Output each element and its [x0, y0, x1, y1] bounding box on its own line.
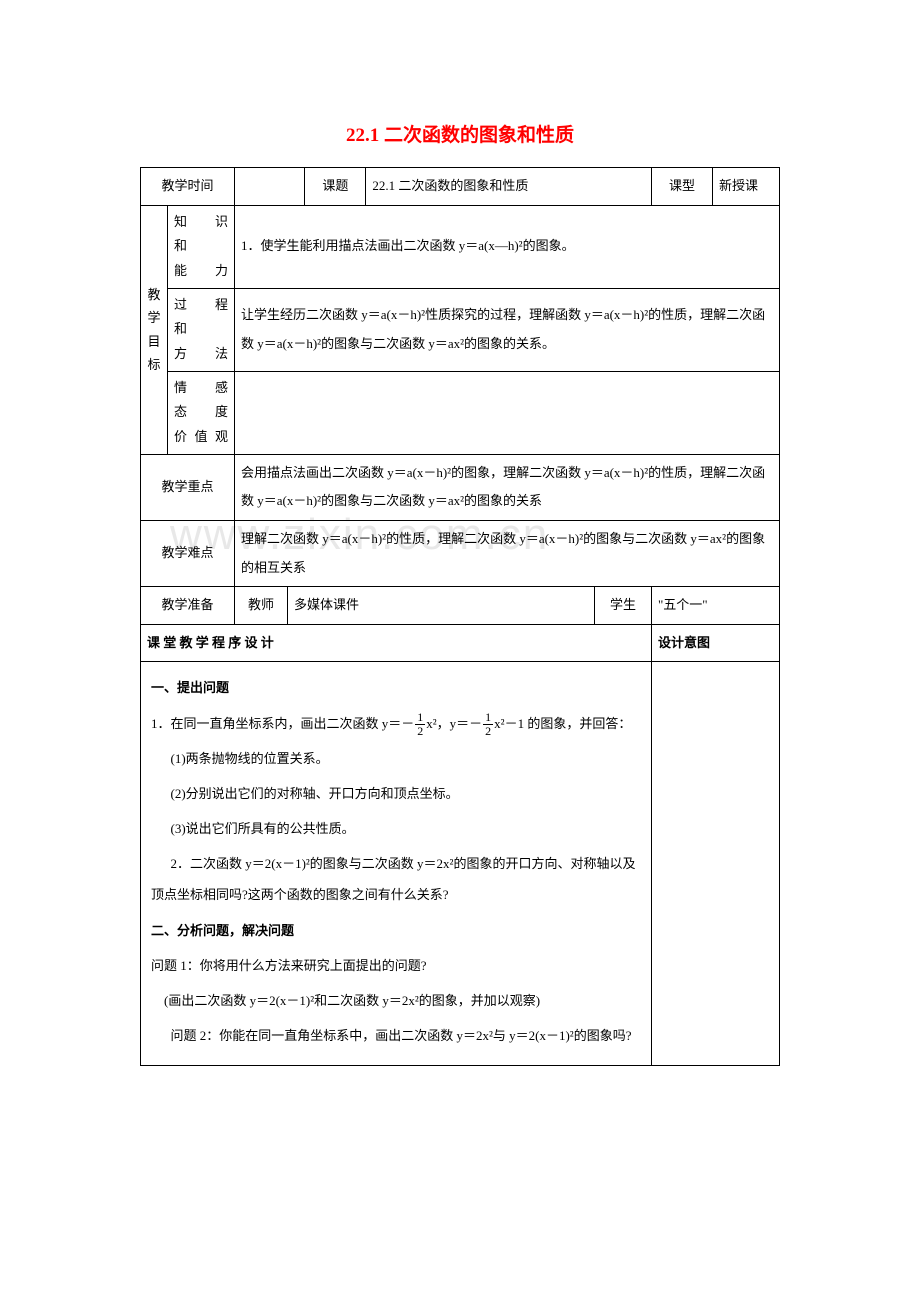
prep-student-value: "五个一" [651, 587, 779, 625]
body-p3: (2)分别说出它们的对称轴、开口方向和顶点坐标。 [151, 778, 641, 809]
table-row: 情 感态 度价值观 [141, 371, 780, 454]
body-p1b: x²，y＝－ [426, 716, 482, 731]
body-p4: (3)说出它们所具有的公共性质。 [151, 813, 641, 844]
table-row: 教学时间 课题 22.1 二次函数的图象和性质 课型 新授课 [141, 168, 780, 206]
fraction-icon: 12 [483, 711, 493, 738]
teach-time-value [235, 168, 305, 206]
prep-teacher-value: 多媒体课件 [288, 587, 595, 625]
body-h2: 二、分析问题，解决问题 [151, 915, 641, 946]
key-label: 教学重点 [141, 454, 235, 520]
table-row: 一、提出问题 1．在同一直角坐标系内，画出二次函数 y＝－12x²，y＝－12x… [141, 662, 780, 1066]
design-intent-body [652, 662, 780, 1066]
type-label: 课型 [652, 168, 713, 206]
body-h1: 一、提出问题 [151, 672, 641, 703]
body-p8: 问题 2：你能在同一直角坐标系中，画出二次函数 y＝2x²与 y＝2(x－1)²… [151, 1020, 641, 1051]
goal-attitude-label: 情 感态 度价值观 [168, 371, 235, 454]
table-row: 教学目标 知 识和能 力 1．使学生能利用描点法画出二次函数 y＝a(x—h)²… [141, 205, 780, 288]
diff-text: 理解二次函数 y＝a(x－h)²的性质，理解二次函数 y＝a(x－h)²的图象与… [235, 520, 780, 586]
body-p5: 2．二次函数 y＝2(x－1)²的图象与二次函数 y＝2x²的图象的开口方向、对… [151, 848, 641, 910]
body-p1a: 1．在同一直角坐标系内，画出二次函数 y＝－ [151, 716, 414, 731]
table-row: 教学难点 理解二次函数 y＝a(x－h)²的性质，理解二次函数 y＝a(x－h)… [141, 520, 780, 586]
key-text: 会用描点法画出二次函数 y＝a(x－h)²的图象，理解二次函数 y＝a(x－h)… [235, 454, 780, 520]
goal-attitude-text [235, 371, 780, 454]
goal-process-label: 过 程和方 法 [168, 288, 235, 371]
goal-knowledge-label: 知 识和能 力 [168, 205, 235, 288]
body-p7: (画出二次函数 y＝2(x－1)²和二次函数 y＝2x²的图象，并加以观察) [151, 985, 641, 1016]
body-p6: 问题 1：你将用什么方法来研究上面提出的问题? [151, 950, 641, 981]
body-p1c: x²－1 的图象，并回答： [494, 716, 631, 731]
goal-knowledge-text: 1．使学生能利用描点法画出二次函数 y＝a(x—h)²的图象。 [235, 205, 780, 288]
design-intent-label: 设计意图 [652, 624, 780, 662]
lesson-body: 一、提出问题 1．在同一直角坐标系内，画出二次函数 y＝－12x²，y＝－12x… [141, 662, 652, 1066]
prep-label: 教学准备 [141, 587, 235, 625]
topic-value: 22.1 二次函数的图象和性质 [366, 168, 652, 206]
table-row: 教学重点 会用描点法画出二次函数 y＝a(x－h)²的图象，理解二次函数 y＝a… [141, 454, 780, 520]
goal-process-text: 让学生经历二次函数 y＝a(x－h)²性质探究的过程，理解函数 y＝a(x－h)… [235, 288, 780, 371]
body-p1: 1．在同一直角坐标系内，画出二次函数 y＝－12x²，y＝－12x²－1 的图象… [151, 708, 641, 739]
fraction-icon: 12 [415, 711, 425, 738]
body-p2: (1)两条抛物线的位置关系。 [151, 743, 641, 774]
goals-vertical-label: 教学目标 [141, 205, 168, 454]
diff-label: 教学难点 [141, 520, 235, 586]
prep-teacher-label: 教师 [235, 587, 288, 625]
table-row: 过 程和方 法 让学生经历二次函数 y＝a(x－h)²性质探究的过程，理解函数 … [141, 288, 780, 371]
procedure-label: 课 堂 教 学 程 序 设 计 [141, 624, 652, 662]
table-row: 课 堂 教 学 程 序 设 计 设计意图 [141, 624, 780, 662]
type-value: 新授课 [713, 168, 780, 206]
prep-student-label: 学生 [594, 587, 651, 625]
table-row: 教学准备 教师 多媒体课件 学生 "五个一" [141, 587, 780, 625]
teach-time-label: 教学时间 [141, 168, 235, 206]
topic-label: 课题 [305, 168, 366, 206]
page-title: 22.1 二次函数的图象和性质 [140, 120, 780, 147]
lesson-plan-table: 教学时间 课题 22.1 二次函数的图象和性质 课型 新授课 教学目标 知 识和… [140, 167, 780, 1066]
